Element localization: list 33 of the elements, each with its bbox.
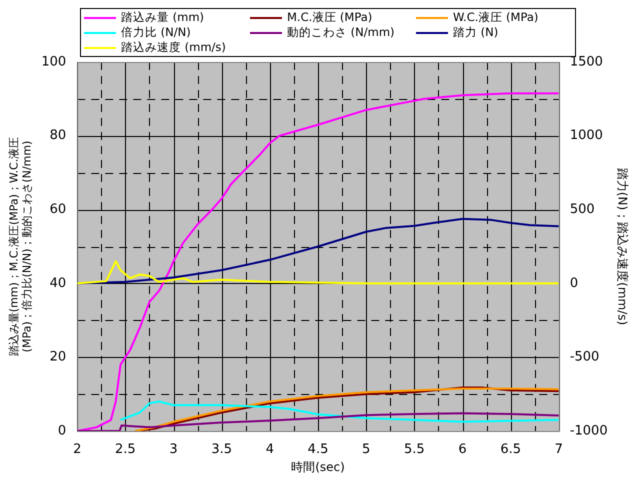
y2-tick-label: 1500	[570, 54, 603, 70]
y-tick-label: 80	[50, 128, 66, 144]
x-tick-label: 7	[554, 442, 563, 458]
y2-tick-label: 1000	[570, 128, 603, 144]
x-tick-label: 2.5	[115, 442, 136, 458]
x-tick-label: 3.5	[211, 442, 232, 458]
y-tick-label: 0	[58, 423, 66, 438]
x-tick-label: 2	[73, 442, 82, 458]
x-tick-label: 6	[458, 442, 467, 458]
legend-label: W.C.液圧 (MPa)	[453, 10, 538, 25]
y2-tick-label: 500	[570, 202, 595, 217]
x-tick-label: 5	[362, 442, 370, 458]
x-tick-label: 4.5	[308, 442, 328, 458]
legend-label: 倍力比 (N/N)	[121, 25, 191, 40]
y2-tick-label: -500	[570, 350, 600, 365]
legend-label: 踏力 (N)	[453, 25, 498, 40]
x-tick-label: 5.5	[404, 442, 425, 458]
y-tick-label: 20	[50, 350, 66, 365]
x-tick-label: 4	[266, 442, 274, 458]
y-tick-label: 60	[50, 202, 66, 217]
x-tick-label: 3	[169, 442, 178, 458]
legend-label: 動的こわさ (N/mm)	[287, 25, 395, 40]
legend-label: 踏込み量 (mm)	[121, 10, 204, 25]
y2-axis-title: 踏力(N)；踏込み速度(mm/s)	[616, 168, 630, 326]
y-tick-label: 40	[50, 276, 66, 291]
x-tick-label: 6.5	[500, 442, 522, 458]
legend-label: M.C.液圧 (MPa)	[287, 10, 372, 25]
legend-label: 踏込み速度 (mm/s)	[121, 40, 226, 55]
x-axis-title: 時間(sec)	[291, 460, 345, 474]
y-axis-title: 踏込み量(mm)；M.C.液圧(MPa)；W.C.液圧(MPa)；倍力比(N/N)；動的こわさ(N/mm)	[7, 136, 34, 356]
y-tick-label: 100	[41, 54, 66, 70]
y2-tick-label: -1000	[570, 423, 608, 438]
y2-tick-label: 0	[570, 276, 578, 291]
